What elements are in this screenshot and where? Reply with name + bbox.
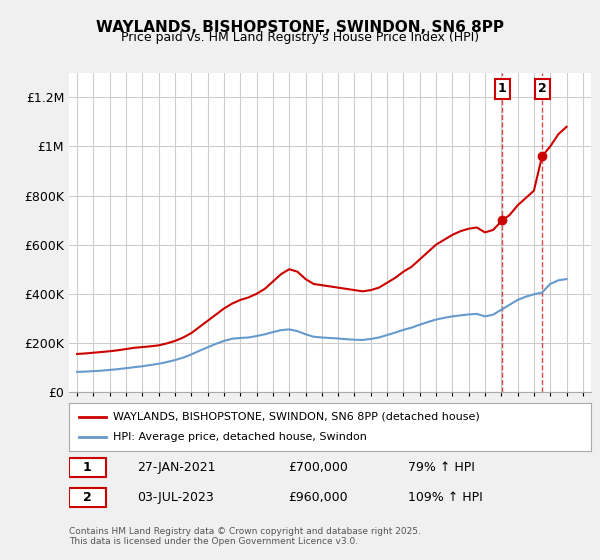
Text: 1: 1 <box>83 460 92 474</box>
Text: £700,000: £700,000 <box>288 460 348 474</box>
Text: 79% ↑ HPI: 79% ↑ HPI <box>409 460 475 474</box>
Text: WAYLANDS, BISHOPSTONE, SWINDON, SN6 8PP (detached house): WAYLANDS, BISHOPSTONE, SWINDON, SN6 8PP … <box>113 412 480 422</box>
Text: WAYLANDS, BISHOPSTONE, SWINDON, SN6 8PP: WAYLANDS, BISHOPSTONE, SWINDON, SN6 8PP <box>96 20 504 35</box>
Text: 2: 2 <box>83 491 92 505</box>
Text: Price paid vs. HM Land Registry's House Price Index (HPI): Price paid vs. HM Land Registry's House … <box>121 31 479 44</box>
FancyBboxPatch shape <box>69 488 106 507</box>
Text: 27-JAN-2021: 27-JAN-2021 <box>137 460 215 474</box>
Text: £960,000: £960,000 <box>288 491 348 505</box>
Text: 1: 1 <box>498 82 507 95</box>
Text: HPI: Average price, detached house, Swindon: HPI: Average price, detached house, Swin… <box>113 432 367 442</box>
FancyBboxPatch shape <box>69 458 106 477</box>
Text: Contains HM Land Registry data © Crown copyright and database right 2025.
This d: Contains HM Land Registry data © Crown c… <box>69 526 421 546</box>
Text: 2: 2 <box>538 82 547 95</box>
Text: 03-JUL-2023: 03-JUL-2023 <box>137 491 214 505</box>
Text: 109% ↑ HPI: 109% ↑ HPI <box>409 491 483 505</box>
